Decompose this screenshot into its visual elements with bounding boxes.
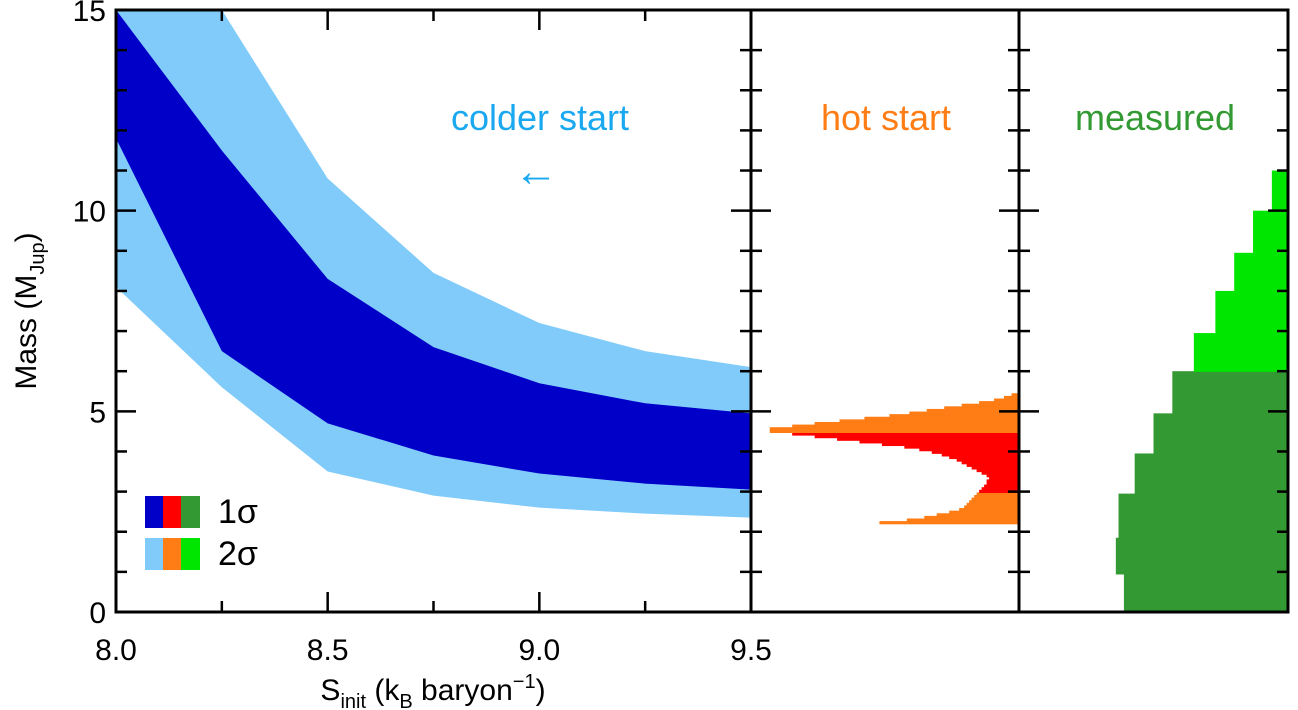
x-tick-label: 9.5: [730, 634, 772, 667]
measured-2sigma-step: [1253, 210, 1288, 254]
measured-1sigma-step: [1134, 453, 1288, 495]
hot-2sigma-step: [949, 510, 1019, 514]
legend-swatch-2sigma-orange: [163, 538, 181, 570]
hot-2sigma-step: [971, 497, 1019, 501]
hot-2sigma-step: [924, 515, 1019, 520]
hot-1sigma-step: [989, 476, 1019, 480]
legend-swatch-2sigma-lightblue: [145, 538, 163, 570]
hot-1sigma-step: [949, 455, 1019, 460]
hot-2sigma-step: [944, 406, 1019, 410]
x-tick-label: 8.0: [95, 634, 137, 667]
measured-1sigma-step: [1153, 413, 1288, 455]
hot-1sigma-step: [814, 435, 1019, 439]
hot-2sigma-step: [961, 403, 1019, 407]
hot-2sigma-step: [864, 416, 1019, 420]
measured-2sigma-step: [1193, 333, 1288, 372]
cold-start-bands: [116, 10, 751, 518]
hot-2sigma-step: [994, 398, 1019, 402]
annotation-colder-start: colder start: [451, 97, 629, 138]
hot-2sigma-step: [792, 424, 1019, 428]
hot-2sigma-step: [974, 495, 1019, 499]
y-tick-label: 0: [89, 597, 106, 630]
cold-1sigma-band: [116, 10, 751, 490]
hot-1sigma-step: [881, 442, 1019, 447]
axis-ticks: [114, 8, 1288, 614]
right-panel-frame: [1017, 8, 1290, 614]
hot-1sigma-step: [986, 474, 1019, 478]
hot-2sigma-step: [1011, 393, 1019, 397]
x-tick-label: 8.5: [307, 634, 349, 667]
legend: 1σ 2σ: [145, 493, 258, 573]
arrow-left-icon: ←: [514, 147, 558, 196]
legend-swatch-2sigma-lightgreen: [181, 538, 200, 570]
legend-swatch-1sigma-green: [181, 496, 200, 528]
hot-2sigma-step: [769, 429, 1019, 434]
hot-1sigma-step: [971, 466, 1019, 470]
hot-1sigma-step: [976, 468, 1019, 473]
measured-2sigma-step: [1271, 170, 1288, 212]
hot-1sigma-step: [966, 463, 1019, 467]
measured-1sigma-step: [1115, 537, 1288, 575]
cold-2sigma-band: [116, 10, 751, 518]
hot-start-bands: [769, 393, 1019, 525]
hot-2sigma-step: [976, 492, 1019, 496]
hot-2sigma-step: [959, 508, 1019, 512]
x-tick-labels: 8.0 8.5 9.0 9.5: [95, 634, 772, 667]
y-tick-label: 10: [73, 196, 106, 229]
measured-2sigma-step: [1215, 290, 1288, 334]
legend-label-2sigma: 2σ: [218, 535, 258, 573]
hot-1sigma-step: [859, 440, 1019, 444]
measured-1sigma-step: [1123, 573, 1288, 612]
hot-2sigma-step: [769, 427, 1019, 431]
hot-1sigma-step: [792, 432, 1019, 436]
legend-swatch-1sigma-blue: [145, 496, 163, 528]
annotation-measured: measured: [1075, 97, 1235, 138]
hot-1sigma-step: [956, 458, 1019, 462]
y-tick-labels: 0 5 10 15: [73, 0, 106, 630]
hot-1sigma-step: [979, 489, 1019, 494]
hot-2sigma-step: [926, 408, 1019, 413]
hot-1sigma-step: [981, 471, 1019, 475]
measured-bands: [1115, 170, 1288, 612]
hot-1sigma-step: [931, 450, 1019, 454]
hot-2sigma-step: [814, 421, 1019, 426]
hot-2sigma-step: [889, 414, 1019, 418]
measured-1sigma-step: [1172, 371, 1288, 414]
y-tick-label: 15: [73, 0, 106, 28]
x-axis-label: Sinit (kB baryon−1): [320, 671, 545, 710]
hot-2sigma-step: [964, 505, 1019, 509]
y-tick-label: 5: [89, 396, 106, 429]
hot-1sigma-step: [984, 484, 1019, 488]
hot-1sigma-step: [904, 445, 1019, 449]
legend-swatch-1sigma-red: [163, 496, 181, 528]
hot-2sigma-step: [979, 401, 1019, 405]
hot-2sigma-step: [906, 518, 1019, 522]
hot-2sigma-step: [969, 500, 1019, 504]
measured-1sigma-step: [1118, 493, 1288, 539]
hot-2sigma-step: [839, 419, 1019, 423]
hot-1sigma-step: [981, 487, 1019, 491]
hot-1sigma-step: [919, 448, 1019, 452]
measured-2sigma-step: [1234, 252, 1288, 292]
legend-label-1sigma: 1σ: [218, 493, 258, 531]
hot-2sigma-step: [879, 521, 1019, 525]
hot-1sigma-step: [837, 437, 1019, 441]
hot-1sigma-step: [986, 479, 1019, 483]
hot-2sigma-step: [936, 513, 1019, 517]
x-tick-label: 9.0: [518, 634, 560, 667]
hot-2sigma-step: [966, 502, 1019, 507]
hot-1sigma-step: [986, 481, 1019, 486]
annotation-hot-start: hot start: [821, 97, 951, 138]
hot-1sigma-step: [961, 461, 1019, 465]
y-axis-label: Mass (MJup): [10, 232, 49, 389]
hot-1sigma-step: [941, 453, 1019, 457]
hot-2sigma-step: [909, 411, 1019, 415]
hot-2sigma-step: [1004, 395, 1019, 400]
